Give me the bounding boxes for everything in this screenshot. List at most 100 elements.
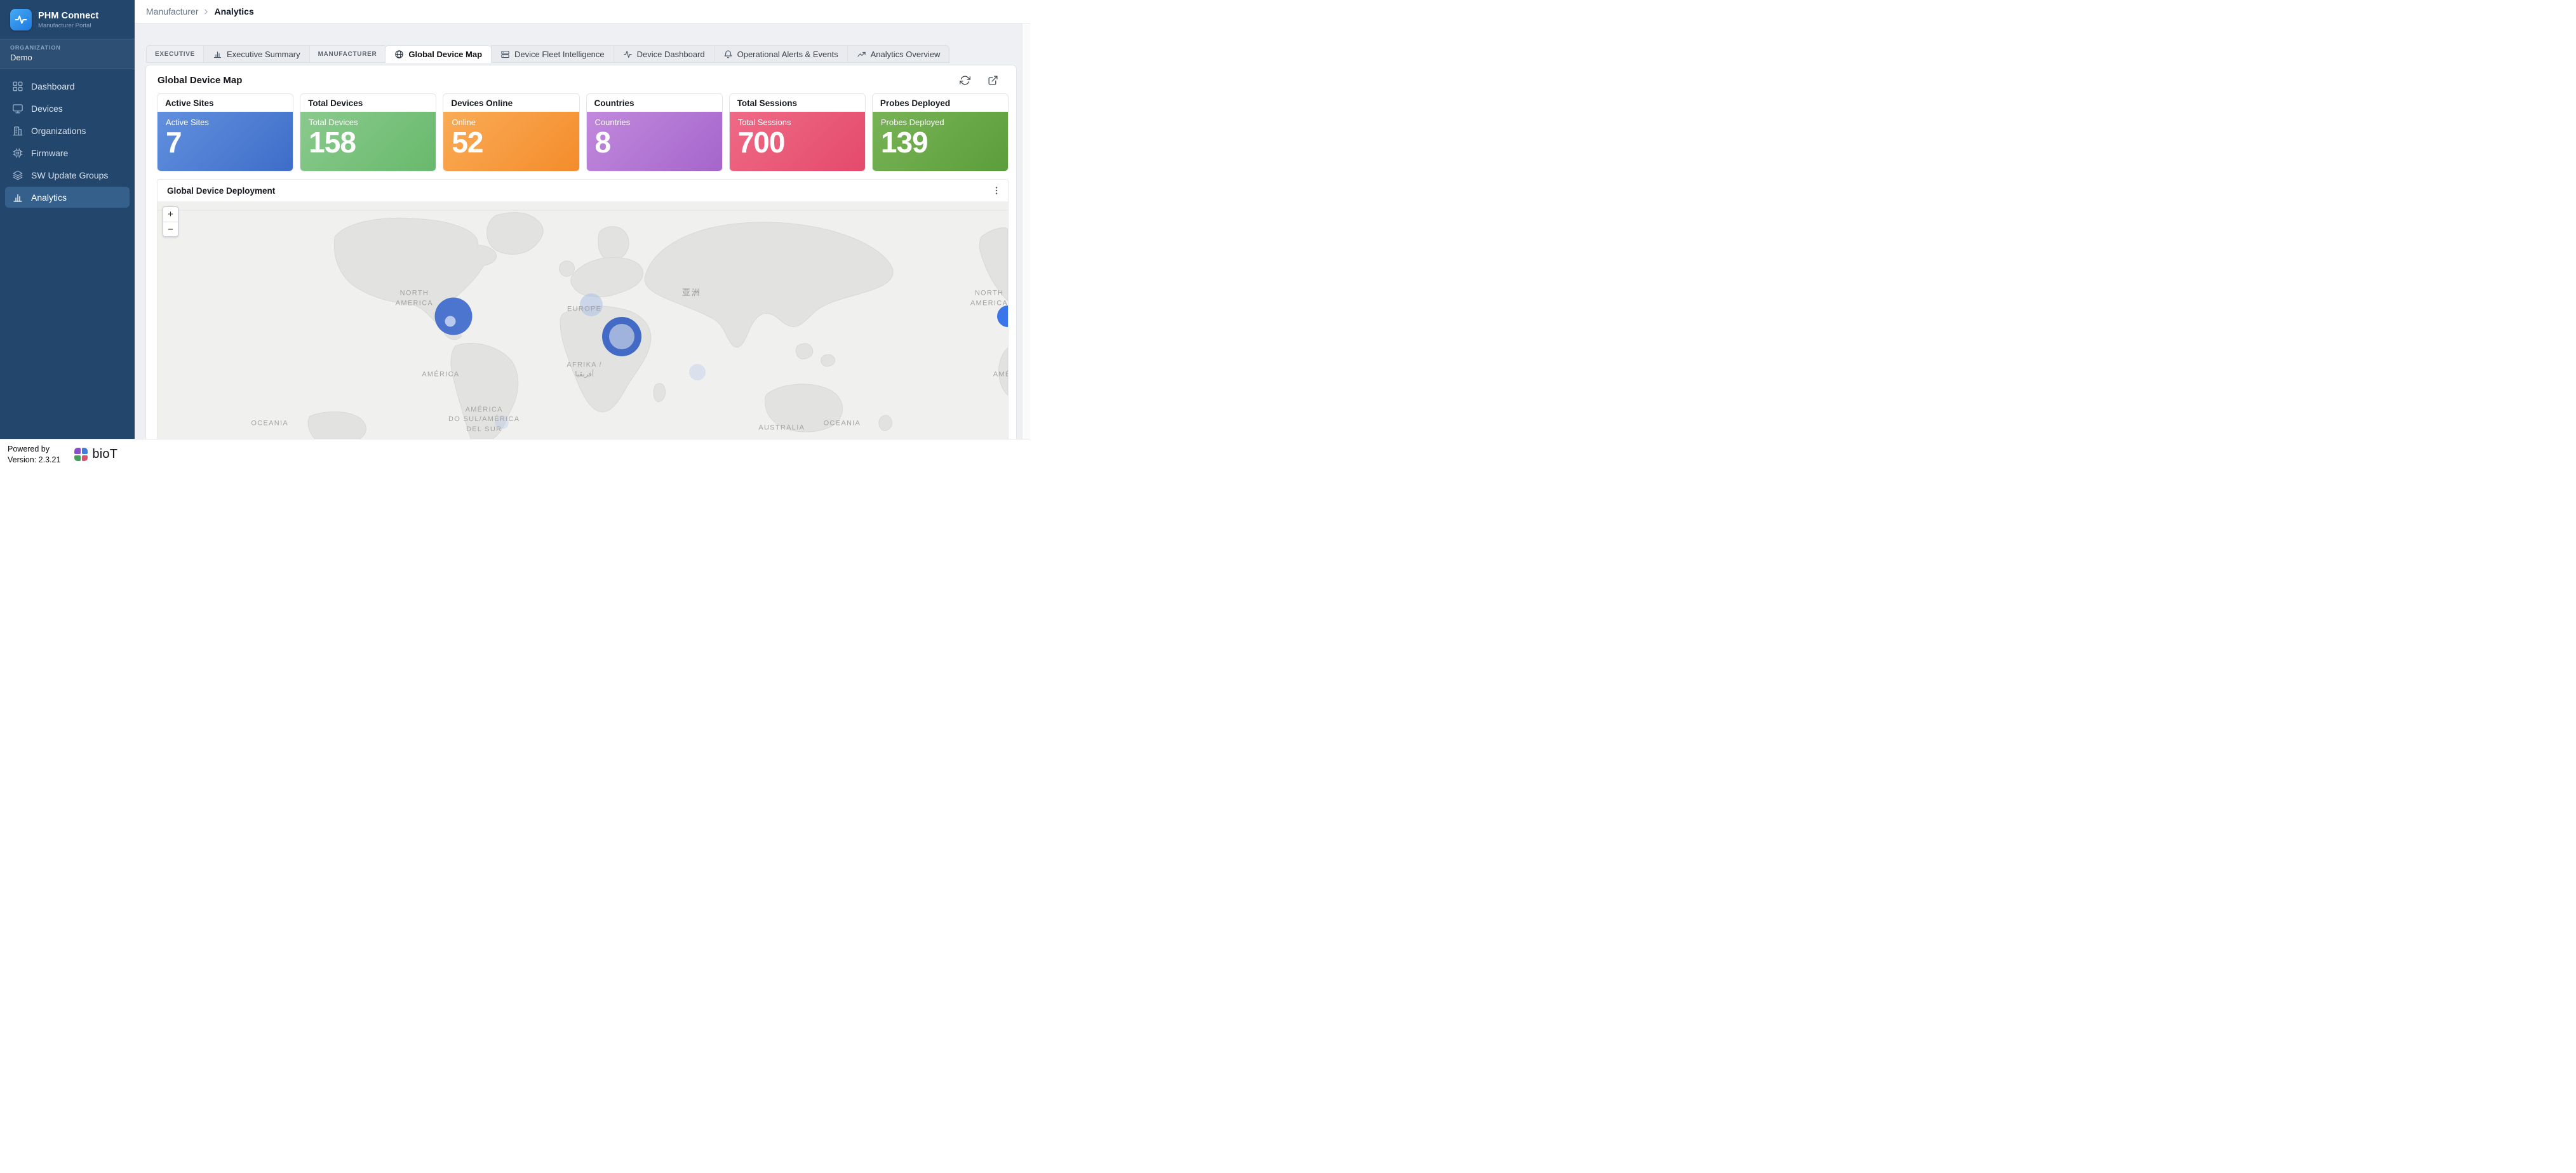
- sidebar-item-devices[interactable]: Devices: [5, 98, 130, 119]
- sidebar-item-label: Firmware: [31, 147, 69, 158]
- stat-body: Total Sessions 700: [729, 112, 865, 171]
- map-marker-cluster[interactable]: [434, 297, 473, 335]
- map-marker-cluster[interactable]: [602, 317, 642, 357]
- stat-body: Active Sites 7: [158, 112, 293, 171]
- open-external-button[interactable]: [988, 75, 998, 86]
- map-marker-cluster[interactable]: [997, 305, 1008, 327]
- stat-body: Online 52: [443, 112, 579, 171]
- chart-icon: [213, 50, 222, 59]
- stat-title: Total Devices: [308, 98, 363, 108]
- stat-card-devices-online: Devices Online Online 52: [443, 93, 580, 171]
- organization-label: ORGANIZATION: [10, 44, 61, 51]
- tab-analytics-overview[interactable]: Analytics Overview: [847, 45, 950, 63]
- sidebar: PHM Connect Manufacturer Portal ORGANIZA…: [0, 0, 135, 439]
- sidebar-item-sw-update-groups[interactable]: SW Update Groups: [5, 164, 130, 185]
- map-panel: Global Device Deployment: [157, 179, 1009, 439]
- layers-icon: [12, 170, 23, 181]
- stat-body: Total Devices 158: [300, 112, 436, 171]
- header-actions: [960, 75, 1005, 86]
- app-subtitle: Manufacturer Portal: [38, 22, 91, 29]
- app-logo-icon: [10, 9, 32, 30]
- stat-label: Online: [452, 117, 476, 127]
- tab-group-executive: EXECUTIVE: [146, 45, 203, 63]
- world-map-svg: [158, 201, 1008, 439]
- sidebar-item-label: Organizations: [31, 125, 86, 136]
- breadcrumb-root[interactable]: Manufacturer: [146, 6, 199, 17]
- biot-brand-text: bioT: [92, 447, 118, 461]
- monitor-icon: [12, 103, 23, 114]
- sidebar-item-label: Devices: [31, 103, 63, 114]
- stat-value: 52: [452, 126, 483, 159]
- stat-card-countries: Countries Countries 8: [586, 93, 723, 171]
- map-panel-header: Global Device Deployment: [158, 180, 1008, 201]
- stat-card-total-devices: Total Devices Total Devices 158: [300, 93, 437, 171]
- tab-label: Device Fleet Intelligence: [514, 49, 605, 59]
- stat-body: Probes Deployed 139: [872, 112, 1009, 171]
- globe-icon: [394, 50, 404, 59]
- tab-executive-summary[interactable]: Executive Summary: [203, 45, 309, 63]
- stat-title: Probes Deployed: [880, 98, 951, 108]
- app-brand: PHM Connect Manufacturer Portal: [0, 0, 135, 39]
- refresh-button[interactable]: [960, 75, 970, 86]
- zoom-in-button[interactable]: +: [163, 207, 178, 222]
- powered-by-label: Powered by: [8, 444, 50, 453]
- dashboard-grid-icon: [12, 81, 23, 92]
- footer: Powered by Version: 2.3.21 bioT: [0, 439, 1030, 469]
- tab-global-device-map[interactable]: Global Device Map: [385, 45, 492, 63]
- tab-operational-alerts-events[interactable]: Operational Alerts & Events: [713, 45, 847, 63]
- stat-body: Countries 8: [586, 112, 722, 171]
- map-marker-faint: [495, 415, 509, 429]
- tab-device-fleet-intelligence[interactable]: Device Fleet Intelligence: [491, 45, 614, 63]
- tab-device-dashboard[interactable]: Device Dashboard: [613, 45, 714, 63]
- biot-logo-icon: [74, 448, 88, 461]
- refresh-icon: [960, 76, 970, 85]
- more-options-button[interactable]: [989, 183, 1004, 198]
- sidebar-item-dashboard[interactable]: Dashboard: [5, 76, 130, 97]
- map-zoom-control: + −: [163, 206, 178, 237]
- breadcrumb: Manufacturer Analytics: [146, 6, 254, 17]
- server-stack-icon: [500, 50, 510, 59]
- chevron-right-icon: [202, 8, 210, 16]
- scrollbar-track[interactable]: [1022, 23, 1030, 439]
- sidebar-item-firmware[interactable]: Firmware: [5, 142, 130, 163]
- biot-logo: bioT: [74, 447, 117, 462]
- sidebar-item-organizations[interactable]: Organizations: [5, 120, 130, 141]
- building-icon: [12, 125, 23, 137]
- organization-name: Demo: [10, 53, 32, 62]
- tab-label: Global Device Map: [408, 49, 483, 59]
- stat-title: Total Sessions: [737, 98, 797, 108]
- stat-value: 8: [594, 126, 612, 159]
- sidebar-menu: Dashboard Devices Organizations Firmware…: [0, 69, 135, 214]
- stat-label: Countries: [594, 117, 631, 127]
- map-marker-inner-dot: [445, 316, 456, 327]
- card-header: Global Device Map: [146, 65, 1016, 93]
- stat-label: Active Sites: [166, 117, 209, 127]
- stat-value: 700: [737, 126, 786, 159]
- stat-title: Devices Online: [451, 98, 513, 108]
- sidebar-item-analytics[interactable]: Analytics: [5, 187, 130, 208]
- stat-label: Probes Deployed: [880, 117, 944, 127]
- stat-card-total-sessions: Total Sessions Total Sessions 700: [728, 93, 866, 171]
- topbar: Manufacturer Analytics: [135, 0, 1030, 23]
- map-title: Global Device Deployment: [167, 185, 276, 196]
- trending-up-icon: [857, 50, 866, 59]
- global-device-map-card: Global Device Map Active Sites Active Si…: [146, 65, 1016, 439]
- organization-block: ORGANIZATION Demo: [0, 39, 135, 69]
- bell-icon: [723, 50, 733, 59]
- analytics-tabbar: EXECUTIVE Executive Summary MANUFACTURER…: [146, 45, 1016, 63]
- stat-label: Total Sessions: [737, 117, 791, 127]
- stats-row: Active Sites Active Sites 7 Total Device…: [146, 93, 1016, 179]
- stat-label: Total Devices: [309, 117, 358, 127]
- map-marker-faint: [579, 293, 603, 316]
- stat-title: Countries: [594, 98, 634, 108]
- app-root: PHM Connect Manufacturer Portal ORGANIZA…: [0, 0, 1030, 469]
- sidebar-item-label: Analytics: [31, 192, 67, 203]
- zoom-out-button[interactable]: −: [163, 222, 178, 236]
- stat-value: 7: [166, 126, 182, 159]
- stat-card-probes-deployed: Probes Deployed Probes Deployed 139: [871, 93, 1009, 171]
- activity-pulse-icon: [623, 50, 633, 59]
- stat-value: 158: [309, 126, 356, 159]
- tab-group-manufacturer: MANUFACTURER: [309, 45, 386, 63]
- world-map[interactable]: NORTH AMERICA EUROPE 亚洲 AFRIKA / أفريقيا A…: [158, 201, 1008, 439]
- footer-text: Powered by Version: 2.3.21: [8, 444, 60, 466]
